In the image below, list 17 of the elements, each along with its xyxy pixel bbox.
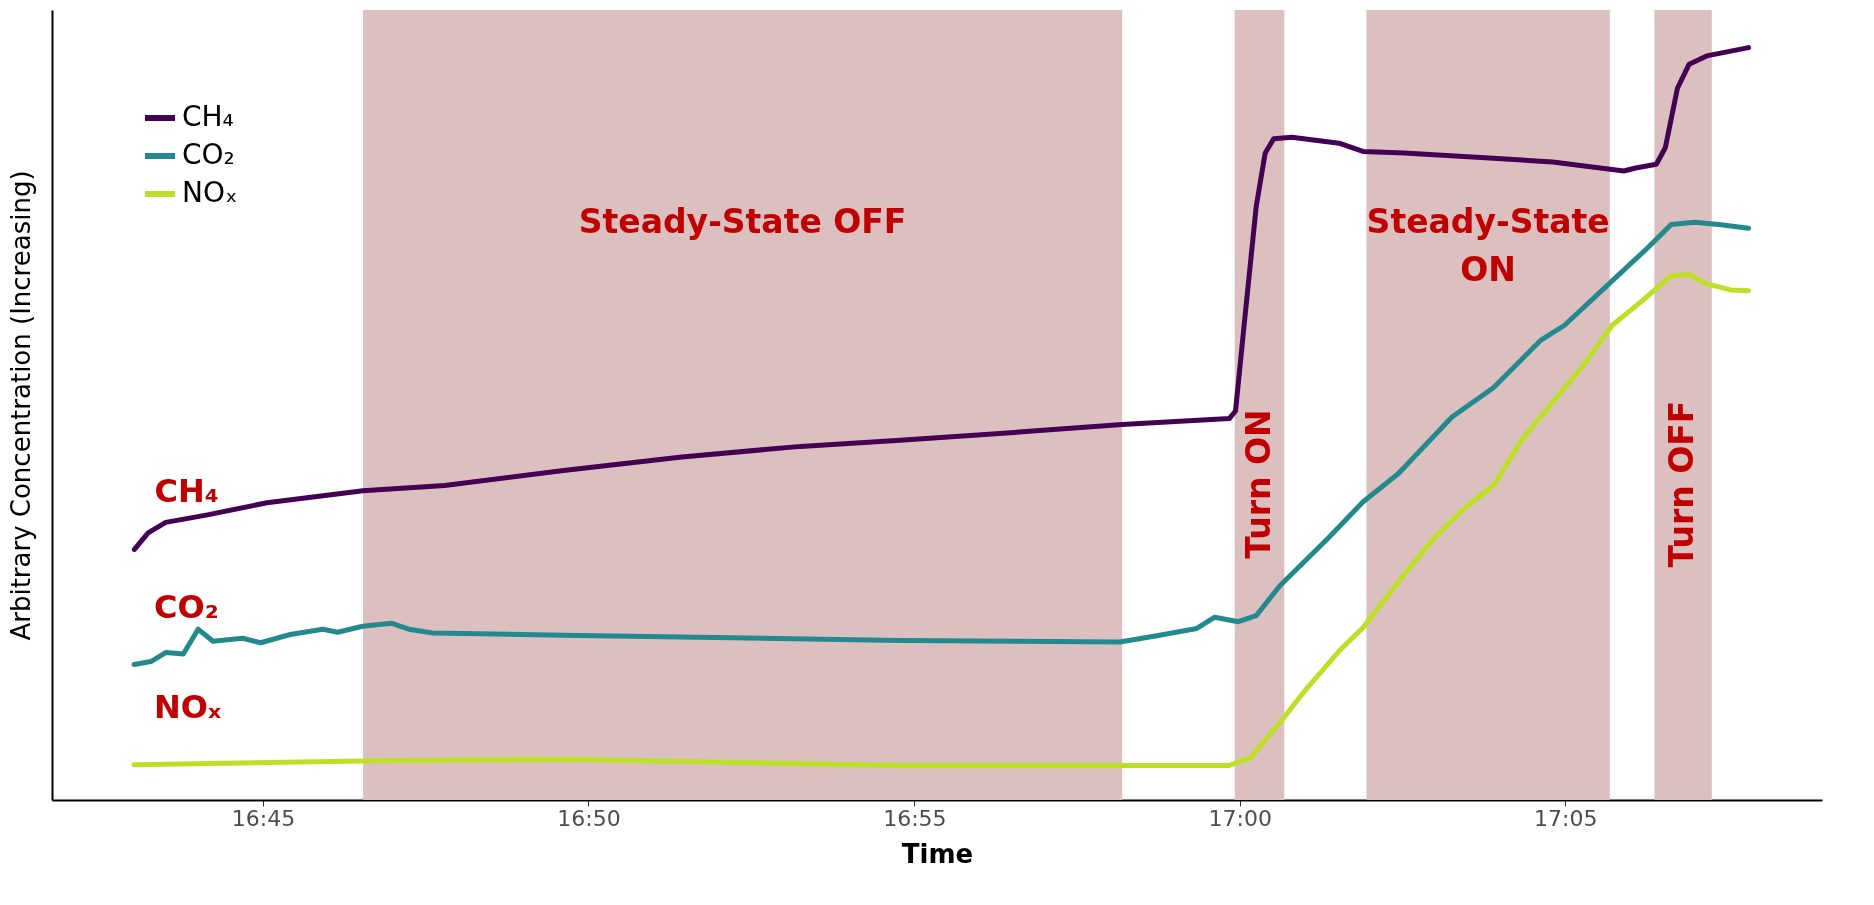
x-tick-label: 17:05 <box>1534 805 1598 831</box>
band-label: Steady-State OFF <box>578 202 907 242</box>
x-tick-label: 16:45 <box>231 805 296 831</box>
x-axis-title: Time <box>901 838 974 869</box>
band-label: Turn OFF <box>1662 400 1702 568</box>
band-label: Turn ON <box>1238 409 1278 559</box>
annotation: NOₓ <box>154 687 222 726</box>
legend-label: CO₂ <box>182 138 235 171</box>
legend-label: CH₄ <box>182 100 234 133</box>
legend-label: NOₓ <box>182 176 238 209</box>
x-tick-label: 17:00 <box>1208 805 1273 831</box>
annotation: CH₄ <box>154 472 219 511</box>
y-axis-title: Arbitrary Concentration (Increasing) <box>5 170 36 641</box>
x-tick-label: 16:50 <box>557 805 621 831</box>
x-tick-label: 16:55 <box>883 805 947 831</box>
band-label: Steady-State ON <box>1366 202 1610 290</box>
annotation: CO₂ <box>154 587 219 626</box>
